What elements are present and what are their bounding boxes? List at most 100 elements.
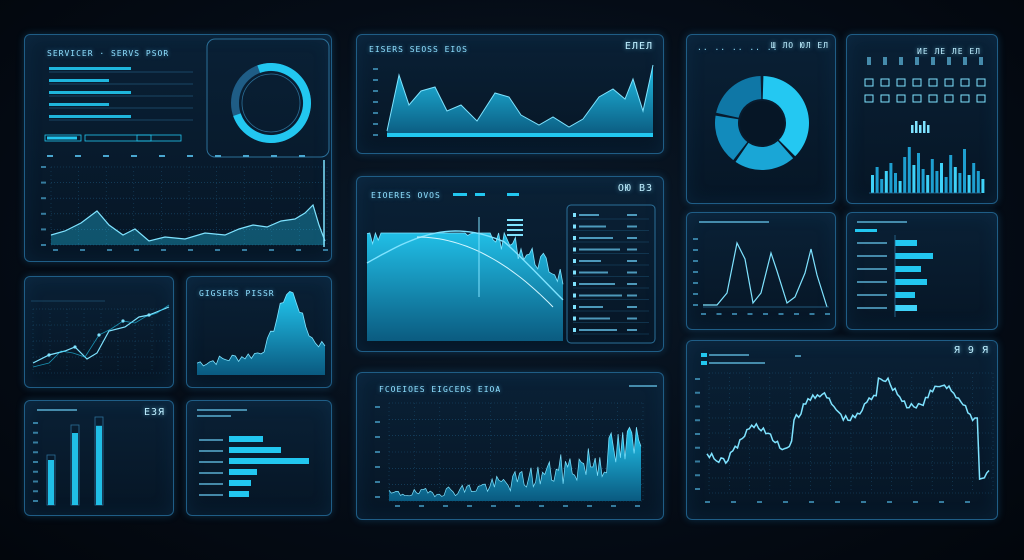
tick-mark xyxy=(33,441,38,444)
icon-glyph xyxy=(931,57,935,65)
list-bar xyxy=(49,103,109,106)
tick-mark xyxy=(539,505,544,507)
icon-glyph xyxy=(867,57,871,65)
bar-label xyxy=(199,461,223,463)
series-line xyxy=(32,304,170,368)
pill xyxy=(44,134,82,142)
area-mountain-chart xyxy=(373,64,654,137)
tick-mark xyxy=(794,313,799,315)
hbar xyxy=(895,279,927,285)
tick-mark xyxy=(107,249,112,251)
tick-mark xyxy=(103,155,109,157)
legend-swatch xyxy=(475,193,485,196)
title-bar xyxy=(197,409,247,411)
donut-chart xyxy=(715,76,809,170)
bar-label xyxy=(199,439,223,441)
tick-mark xyxy=(695,419,700,422)
info-text xyxy=(579,294,622,297)
tick-mark xyxy=(41,166,46,168)
legend-swatch xyxy=(507,193,519,196)
tick-mark xyxy=(695,488,700,490)
tick-mark xyxy=(587,505,592,507)
series-line xyxy=(32,306,170,364)
bar xyxy=(967,175,971,193)
info-value xyxy=(627,294,637,297)
panel-area-mountain: EISERS SEOSS EIOS ЕЛЕЛ xyxy=(356,34,664,154)
tick-mark xyxy=(375,481,380,483)
tick-mark xyxy=(763,313,768,315)
info-bullet xyxy=(573,270,576,275)
series-line xyxy=(196,291,326,367)
info-text xyxy=(579,260,601,262)
tick-mark xyxy=(701,313,706,315)
tick-mark xyxy=(41,244,46,246)
ring-inner xyxy=(241,73,301,133)
donut-slice xyxy=(716,76,762,118)
info-bullet xyxy=(573,213,576,217)
hbar xyxy=(895,305,917,311)
tick-mark xyxy=(809,501,814,503)
legend-swatch xyxy=(701,361,707,365)
info-bullet xyxy=(573,282,576,286)
icon-box xyxy=(976,94,986,103)
tick-mark xyxy=(783,501,788,503)
bar xyxy=(958,173,962,193)
marker-label xyxy=(507,229,523,231)
marker-label xyxy=(507,219,523,221)
bar xyxy=(907,147,911,193)
panel-title: GIGSERS PISSR xyxy=(199,289,275,298)
tick-mark xyxy=(695,391,700,394)
tick-mark xyxy=(693,282,698,284)
tick-mark xyxy=(375,406,380,408)
tick-mark xyxy=(215,155,221,157)
bottom-left-bars-chart xyxy=(33,409,104,506)
tick-mark xyxy=(375,436,380,438)
hbar xyxy=(229,458,309,464)
title-bar xyxy=(857,221,907,223)
icon-box xyxy=(880,78,890,87)
panel-code: ЕЛЕЛ xyxy=(624,41,653,52)
tick-mark xyxy=(965,501,970,503)
hbar xyxy=(895,240,917,246)
icon-box xyxy=(976,78,986,87)
list-bar xyxy=(49,67,131,70)
info-text xyxy=(579,237,613,239)
tick-mark xyxy=(373,101,378,103)
info-value xyxy=(627,329,637,331)
tick-mark xyxy=(611,505,616,507)
ring-progress xyxy=(231,63,311,143)
tick-mark xyxy=(695,405,700,408)
bar-label xyxy=(857,268,887,270)
tick-mark xyxy=(296,249,301,251)
inner-frame xyxy=(206,38,330,158)
cluster-bar xyxy=(919,125,922,133)
title-bar xyxy=(699,221,769,223)
info-value xyxy=(627,214,637,216)
tick-mark xyxy=(243,155,249,157)
panel-mid-right-line xyxy=(686,212,836,330)
info-frame xyxy=(566,204,656,344)
icon-glyph xyxy=(963,57,967,65)
bar xyxy=(880,179,884,193)
panel-code: ЕЗЯ xyxy=(143,407,165,418)
bar-label xyxy=(199,450,223,452)
tick-mark xyxy=(913,501,918,503)
info-value xyxy=(627,306,637,308)
tick-mark xyxy=(271,155,277,157)
series-line xyxy=(50,203,326,242)
hbar xyxy=(229,480,251,486)
legend-text xyxy=(795,355,801,357)
tick-mark xyxy=(33,490,38,493)
series-line xyxy=(366,231,564,285)
info-bullet xyxy=(573,328,576,332)
bar-label xyxy=(857,294,887,296)
tick-mark xyxy=(80,249,85,251)
bar xyxy=(981,179,985,193)
donut-slice xyxy=(735,140,794,170)
bar-label xyxy=(199,483,223,485)
tick-mark xyxy=(491,505,496,507)
tick-mark xyxy=(695,460,700,463)
tick-mark xyxy=(515,505,520,507)
list-bar xyxy=(49,79,109,82)
tick-mark xyxy=(323,249,328,251)
